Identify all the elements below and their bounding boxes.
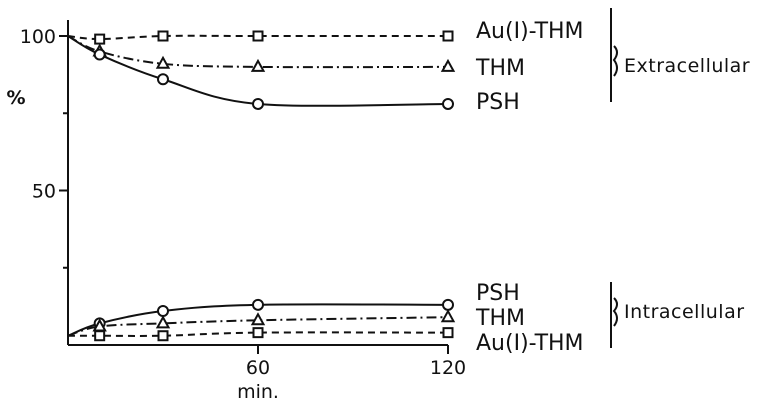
point-triangle [440, 58, 456, 72]
ticks-layer: 50 100 60 120 [20, 26, 466, 379]
point-circle [252, 97, 264, 110]
extracellular-label: Extracellular [624, 55, 750, 77]
series-line-au-i-thm [67, 34, 448, 41]
point-circle [157, 305, 169, 318]
point-triangle [440, 309, 456, 323]
intracellular-bracket [610, 282, 618, 348]
point-square [442, 327, 454, 339]
point-square [252, 327, 264, 339]
x-tick-label: 120 [430, 357, 466, 379]
series-layer [67, 30, 456, 342]
series-label: PSH [476, 90, 520, 115]
series-line-au-i-thm [68, 331, 449, 337]
point-square [157, 330, 169, 342]
series-label: Au(I)-THM [476, 331, 584, 356]
point-triangle [250, 58, 266, 72]
intracellular-label: Intracellular [624, 301, 745, 323]
point-square [442, 30, 454, 42]
point-triangle [155, 55, 171, 69]
point-triangle [250, 312, 266, 326]
point-circle [93, 48, 106, 61]
x-axis-label: min. [237, 381, 279, 403]
extracellular-bracket [610, 8, 618, 102]
point-circle [442, 97, 454, 110]
point-square [94, 330, 106, 342]
series-label: PSH [476, 281, 520, 306]
point-circle [157, 73, 169, 86]
series-label: THM [475, 56, 525, 81]
point-square [252, 30, 264, 42]
x-tick-label: 60 [246, 357, 270, 379]
series-label: Au(I)-THM [476, 19, 584, 44]
point-circle [442, 298, 454, 311]
point-square [157, 30, 169, 42]
y-axis-label: % [6, 87, 25, 109]
y-tick-label: 50 [32, 181, 56, 203]
point-circle [252, 298, 264, 311]
series-label: THM [475, 306, 525, 331]
y-tick-label: 100 [20, 26, 56, 48]
series-line-thm [67, 316, 449, 337]
point-triangle [155, 315, 171, 329]
point-square [94, 33, 106, 45]
